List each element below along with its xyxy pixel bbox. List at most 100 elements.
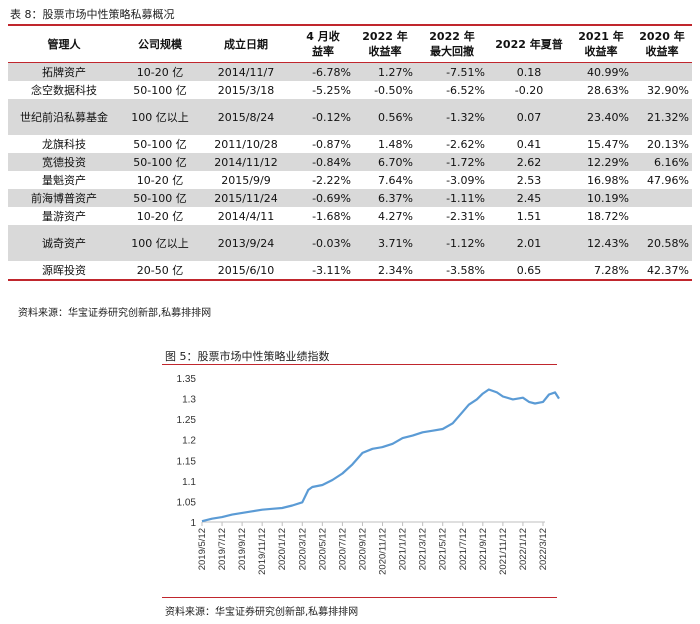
table-cell: -0.50% [374, 83, 413, 97]
table-cell: 42.37% [632, 261, 692, 281]
x-tick-label: 2020/3/12 [297, 528, 308, 570]
table-cell: 拓牌资产 [8, 62, 120, 81]
table-cell: 3.71% [354, 225, 416, 261]
table-cell: 1.27% [354, 62, 416, 81]
x-tick-label: 2019/5/12 [197, 528, 208, 570]
column-header: 公司规模 [120, 24, 200, 63]
table-cell: 10-20 亿 [136, 209, 184, 223]
table-cell: 50-100 亿 [120, 189, 200, 207]
table-cell: 0.41 [516, 137, 542, 151]
column-header: 2022 年夏普 [488, 24, 570, 63]
table-row: 源晖投资 20-50 亿 2015/6/10 -3.11% 2.34% -3.58% 0.6… [8, 261, 692, 281]
table-cell: 2.34% [354, 261, 416, 281]
table-cell: 2.62 [488, 153, 570, 171]
table-cell: 2015/11/24 [200, 189, 292, 207]
table-cell: 2014/11/12 [200, 153, 292, 171]
table-row: 量游资产 10-20 亿 2014/4/11 -1.68% 4.27% -2.31% 1.5… [8, 207, 692, 225]
table-cell: 47.96% [647, 173, 689, 187]
table-cell: -6.52% [446, 83, 485, 97]
table-cell: -0.84% [292, 153, 354, 171]
table-row: 前海博普资产 50-100 亿 2015/11/24 -0.69% 6.37% -1.11… [8, 189, 692, 207]
table-cell: 宽德投资 [8, 153, 120, 171]
figure-bottom-rule [162, 597, 557, 598]
table-cell: 2.53 [516, 173, 542, 187]
table-cell: 23.40% [570, 99, 632, 135]
table-cell: -0.87% [312, 137, 351, 151]
table-cell: 1.48% [378, 137, 413, 151]
table-cell: -0.03% [292, 225, 354, 261]
table-cell: 20.58% [632, 225, 692, 261]
table-cell: 2015/6/10 [200, 261, 292, 281]
table-cell: 16.98% [587, 173, 629, 187]
table-cell: 1.51 [516, 209, 542, 223]
column-header: 2021 年收益率 [570, 24, 632, 63]
table-cell: 50-100 亿 [133, 83, 187, 97]
table-cell: 20-50 亿 [120, 261, 200, 281]
table-cell: -3.58% [416, 261, 488, 281]
table-row: 龙旗科技 50-100 亿 2011/10/28 -0.87% 1.48% -2.62% 0… [8, 135, 692, 153]
table-cell: 0.65 [488, 261, 570, 281]
x-tick-label: 2020/7/12 [337, 528, 348, 570]
table-cell: 18.72% [587, 209, 629, 223]
table-row: 诚奇资产 100 亿以上 2013/9/24 -0.03% 3.71% -1.12% 2.0… [8, 225, 692, 261]
table-cell [632, 189, 692, 207]
table-cell: 0.07 [488, 99, 570, 135]
table-cell: 12.43% [570, 225, 632, 261]
table-cell: 6.37% [354, 189, 416, 207]
table-cell: 32.90% [647, 83, 689, 97]
table-cell: 10-20 亿 [120, 62, 200, 81]
table-cell: 2014/11/7 [200, 62, 292, 81]
figure-top-rule [162, 364, 557, 365]
y-tick-label: 1.3 [182, 395, 196, 406]
y-tick-label: 1.2 [182, 436, 196, 447]
strategy-table: 管理人 公司规模 成立日期 4 月收 益率 2022 年收益率 2022 年最大回撤 2022… [8, 24, 692, 281]
table-cell: 12.29% [570, 153, 632, 171]
table-cell: 6.70% [354, 153, 416, 171]
table-cell: -1.32% [416, 99, 488, 135]
table-cell: 40.99% [570, 62, 632, 81]
x-tick-label: 2019/11/12 [257, 528, 268, 575]
table-cell: -0.20 [514, 83, 544, 97]
x-tick-label: 2021/9/12 [478, 528, 489, 570]
table-cell: -1.11% [416, 189, 488, 207]
x-tick-label: 2019/9/12 [237, 528, 248, 570]
table-cell: 龙旗科技 [42, 137, 86, 151]
x-tick-label: 2020/1/12 [277, 528, 288, 570]
table-cell: 2015/9/9 [221, 173, 271, 187]
table-cell [632, 207, 692, 225]
table-cell: 2015/3/18 [217, 83, 275, 97]
table-cell: 4.27% [378, 209, 413, 223]
table-cell: 量游资产 [42, 209, 86, 223]
x-tick-label: 2021/7/12 [458, 528, 469, 570]
y-tick-label: 1.1 [182, 477, 196, 488]
table-cell: 100 亿以上 [120, 99, 200, 135]
x-tick-label: 2020/11/12 [378, 528, 389, 575]
table-caption: 表 8：股票市场中性策略私募概况 [10, 8, 175, 21]
table-header-row: 管理人 公司规模 成立日期 4 月收 益率 2022 年收益率 2022 年最大回撤 2022… [8, 24, 692, 63]
table-cell: -0.69% [292, 189, 354, 207]
table-cell: -3.09% [446, 173, 485, 187]
x-tick-label: 2020/9/12 [357, 528, 368, 570]
y-tick-label: 1.35 [177, 374, 197, 385]
table-row: 念空数据科技 50-100 亿 2015/3/18 -5.25% -0.50% -6.52… [8, 81, 692, 99]
figure-source: 资料来源：华宝证券研究创新部,私募排排网 [165, 607, 359, 618]
table-cell: 前海博普资产 [8, 189, 120, 207]
column-header: 2022 年最大回撤 [416, 24, 488, 63]
table-cell: 10.19% [570, 189, 632, 207]
table-cell: 诚奇资产 [8, 225, 120, 261]
column-header: 2020 年收益率 [632, 24, 692, 63]
table-cell: 7.64% [378, 173, 413, 187]
table-cell: 世纪前沿私募基金 [8, 99, 120, 135]
y-tick-label: 1.05 [177, 497, 197, 508]
table-cell: 2.45 [488, 189, 570, 207]
x-tick-label: 2022/3/12 [538, 528, 549, 570]
table-row: 宽德投资 50-100 亿 2014/11/12 -0.84% 6.70% -1.72% 2… [8, 153, 692, 171]
column-header: 4 月收 益率 [292, 24, 354, 63]
table-cell: 28.63% [587, 83, 629, 97]
y-tick-label: 1.25 [177, 415, 197, 426]
table-cell: -1.68% [312, 209, 351, 223]
table-cell: 10-20 亿 [136, 173, 184, 187]
table-cell [632, 62, 692, 81]
table-cell: -1.12% [416, 225, 488, 261]
x-tick-label: 2020/5/12 [317, 528, 328, 570]
